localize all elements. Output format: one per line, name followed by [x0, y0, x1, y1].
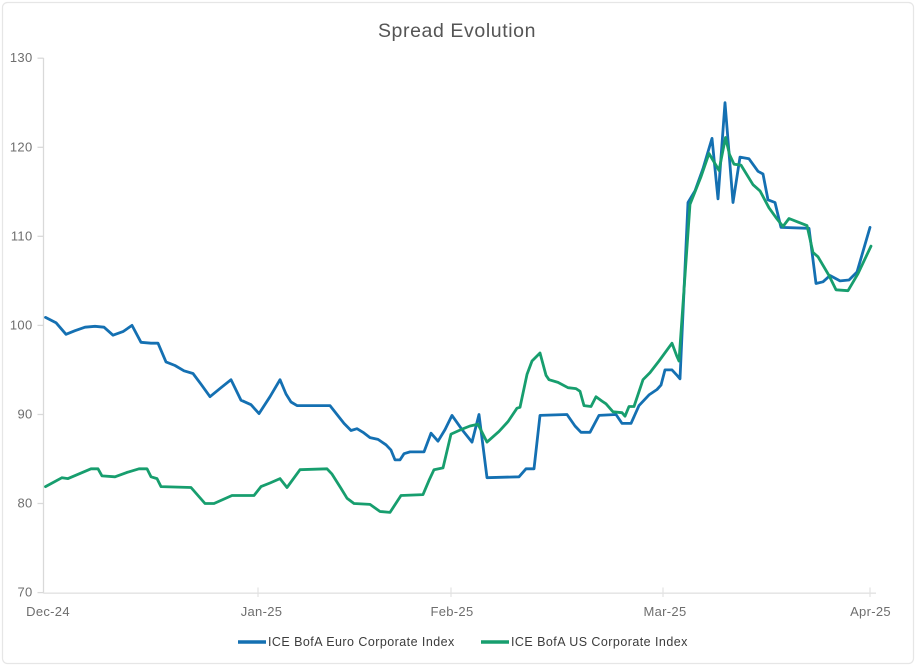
svg-text:Jan-25: Jan-25	[241, 604, 283, 619]
svg-text:Mar-25: Mar-25	[644, 604, 687, 619]
svg-text:120: 120	[10, 139, 33, 154]
svg-text:ICE BofA Euro Corporate Index: ICE BofA Euro Corporate Index	[268, 635, 455, 649]
svg-text:Feb-25: Feb-25	[431, 604, 474, 619]
svg-text:90: 90	[17, 407, 32, 422]
svg-text:70: 70	[17, 585, 32, 600]
svg-text:100: 100	[10, 317, 33, 332]
svg-text:Apr-25: Apr-25	[850, 604, 891, 619]
svg-text:80: 80	[17, 496, 32, 511]
svg-text:ICE BofA US Corporate Index: ICE BofA US Corporate Index	[511, 635, 688, 649]
svg-text:110: 110	[11, 228, 33, 243]
svg-text:Dec-24: Dec-24	[26, 604, 70, 619]
svg-text:130: 130	[10, 50, 33, 65]
svg-text:Spread Evolution: Spread Evolution	[378, 20, 536, 42]
